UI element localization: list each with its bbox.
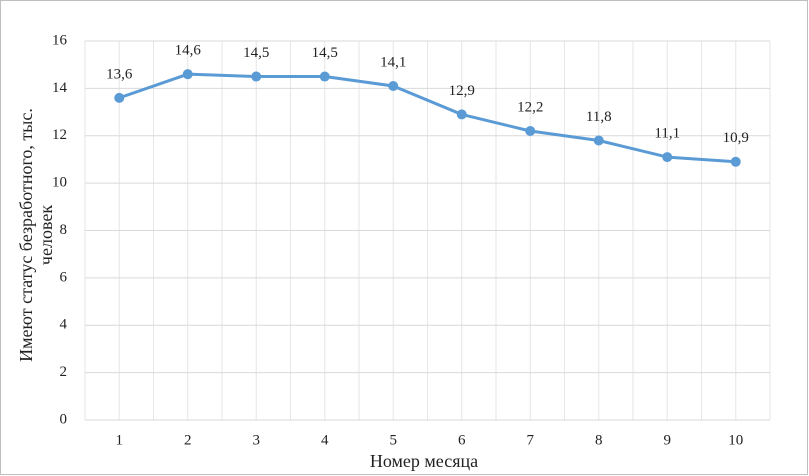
data-point: [730, 156, 741, 167]
data-label: 11,8: [586, 109, 612, 125]
data-label: 12,2: [517, 99, 543, 115]
y-tick-label: 12: [52, 127, 67, 143]
x-tick-label: 1: [116, 432, 124, 448]
data-point: [251, 71, 262, 82]
x-tick-label: 6: [458, 432, 466, 448]
y-tick-label: 8: [60, 222, 68, 238]
y-tick-label: 10: [52, 175, 67, 191]
data-label: 14,5: [243, 45, 269, 61]
data-point: [182, 69, 193, 80]
data-label: 14,1: [380, 54, 406, 70]
y-axis-title: Имеют статус безработного, тыс. человек: [16, 108, 56, 362]
data-label: 14,6: [175, 43, 202, 59]
data-point: [525, 126, 536, 137]
x-tick-label: 7: [527, 432, 535, 448]
x-tick-label: 9: [664, 432, 672, 448]
data-point: [388, 81, 399, 92]
data-point: [456, 109, 467, 120]
y-tick-label: 2: [60, 364, 68, 380]
data-label: 13,6: [106, 66, 133, 82]
y-axis-title-line: человек: [36, 205, 56, 265]
y-tick-label: 6: [60, 269, 68, 285]
x-tick-label: 10: [728, 432, 743, 448]
series-line: [118, 72, 736, 164]
data-point: [662, 152, 673, 163]
data-label: 10,9: [723, 130, 749, 146]
data-point: [593, 135, 604, 146]
y-axis-title-line: Имеют статус безработного, тыс.: [16, 108, 36, 362]
x-axis-title: Номер месяца: [370, 451, 478, 471]
x-tick-label: 8: [595, 432, 603, 448]
x-tick-label: 4: [321, 432, 329, 448]
data-point: [114, 92, 125, 103]
data-label: 14,5: [312, 45, 338, 61]
y-tick-label: 4: [60, 317, 68, 333]
y-tick-label: 16: [52, 32, 68, 48]
x-tick-label: 3: [253, 432, 261, 448]
data-label: 12,9: [449, 83, 475, 99]
data-point: [319, 71, 330, 82]
y-tick-label: 0: [60, 411, 68, 427]
y-tick-label: 14: [52, 80, 68, 96]
data-label: 11,1: [654, 126, 680, 142]
x-tick-label: 5: [390, 432, 398, 448]
x-tick-label: 2: [184, 432, 192, 448]
